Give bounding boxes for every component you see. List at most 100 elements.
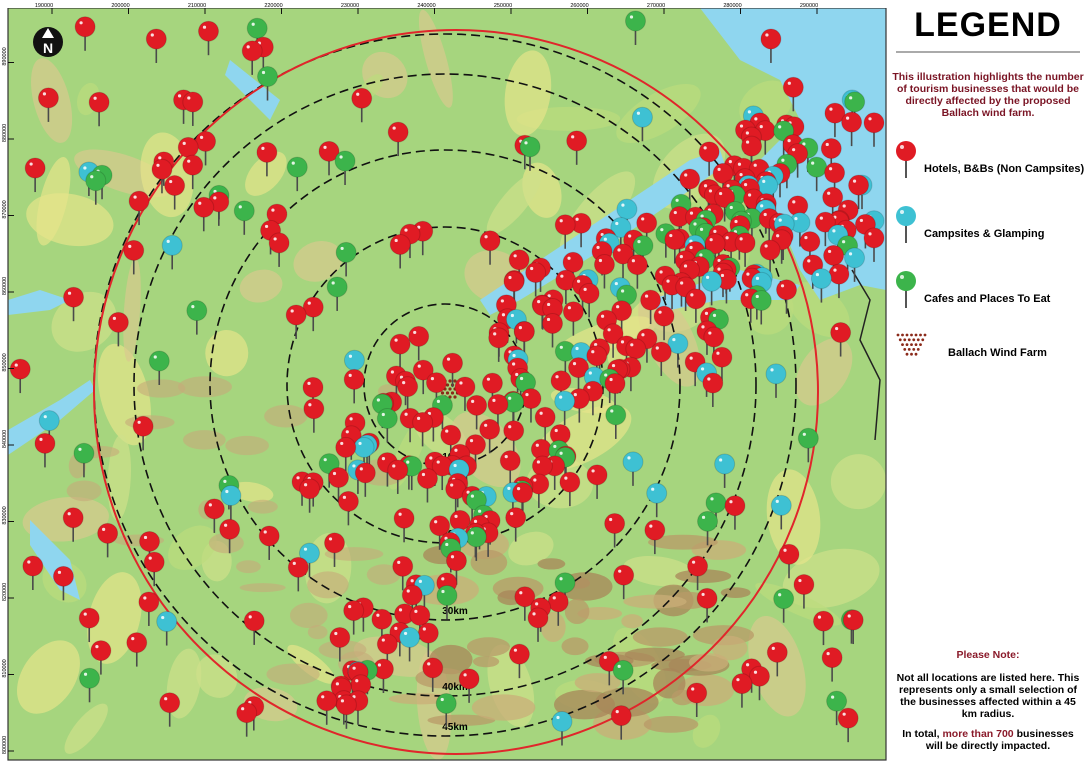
pin-cafe[interactable] — [624, 10, 646, 45]
pin-campsite[interactable] — [353, 436, 375, 472]
pin-hotel[interactable] — [143, 551, 165, 587]
pin-hotel[interactable] — [820, 137, 842, 173]
pin-hotel[interactable] — [408, 325, 430, 361]
pin-cafe[interactable] — [85, 170, 107, 205]
pin-hotel[interactable] — [431, 455, 453, 491]
pin-hotel[interactable] — [842, 609, 864, 645]
pin-hotel[interactable] — [442, 352, 464, 388]
pin-hotel[interactable] — [650, 341, 672, 376]
pin-hotel[interactable] — [604, 513, 626, 548]
pin-hotel[interactable] — [354, 462, 376, 497]
pin-hotel[interactable] — [640, 289, 662, 325]
pin-hotel[interactable] — [760, 28, 782, 63]
pin-hotel[interactable] — [610, 705, 632, 740]
pin-cafe[interactable] — [554, 340, 576, 376]
pin-cafe[interactable] — [797, 427, 819, 463]
pin-hotel[interactable] — [520, 388, 542, 423]
pin-hotel[interactable] — [479, 418, 501, 454]
pin-hotel[interactable] — [454, 376, 476, 411]
pin-hotel[interactable] — [299, 478, 321, 513]
pin-hotel[interactable] — [425, 372, 447, 407]
pin-hotel[interactable] — [372, 658, 394, 693]
pin-hotel[interactable] — [562, 251, 584, 287]
pin-hotel[interactable] — [412, 359, 434, 395]
pin-hotel[interactable] — [703, 326, 725, 362]
pin-hotel[interactable] — [776, 279, 798, 314]
pin-campsite[interactable] — [770, 494, 792, 530]
pin-cafe[interactable] — [73, 442, 95, 478]
pin-campsite[interactable] — [399, 626, 421, 662]
pin-hotel[interactable] — [268, 232, 290, 267]
pin-hotel[interactable] — [686, 682, 708, 717]
pin-campsite[interactable] — [616, 198, 638, 234]
pin-hotel[interactable] — [335, 436, 357, 472]
pin-hotel[interactable] — [318, 140, 340, 176]
pin-hotel[interactable] — [837, 707, 859, 743]
pin-campsite[interactable] — [789, 212, 811, 247]
pin-hotel[interactable] — [604, 373, 626, 408]
pin-hotel[interactable] — [63, 286, 85, 322]
pin-hotel[interactable] — [766, 641, 788, 677]
pin-hotel[interactable] — [203, 498, 225, 533]
pin-hotel[interactable] — [329, 626, 351, 662]
pin-hotel[interactable] — [389, 233, 411, 269]
pin-hotel[interactable] — [287, 556, 309, 592]
pin-hotel[interactable] — [324, 532, 346, 567]
pin-hotel[interactable] — [644, 519, 666, 555]
pin-hotel[interactable] — [392, 555, 414, 591]
pin-hotel[interactable] — [812, 610, 834, 646]
pin-hotel[interactable] — [547, 591, 569, 626]
pin-hotel[interactable] — [193, 196, 215, 232]
pin-hotel[interactable] — [527, 607, 549, 642]
pin-hotel[interactable] — [554, 214, 576, 249]
pin-campsite[interactable] — [765, 363, 787, 398]
pin-hotel[interactable] — [687, 555, 709, 591]
pin-hotel[interactable] — [343, 368, 365, 404]
pin-hotel[interactable] — [74, 16, 96, 51]
pin-hotel[interactable] — [613, 564, 635, 600]
pin-hotel[interactable] — [22, 555, 44, 591]
pin-campsite[interactable] — [554, 390, 576, 426]
pin-hotel[interactable] — [256, 141, 278, 177]
pin-hotel[interactable] — [711, 346, 733, 382]
pin-hotel[interactable] — [566, 130, 588, 165]
pin-hotel[interactable] — [793, 574, 815, 609]
pin-hotel[interactable] — [748, 665, 770, 701]
pin-hotel[interactable] — [578, 282, 600, 318]
pin-hotel[interactable] — [714, 187, 736, 222]
pin-campsite[interactable] — [646, 482, 668, 518]
pin-hotel[interactable] — [62, 507, 84, 542]
pin-campsite[interactable] — [220, 485, 242, 520]
pin-cafe[interactable] — [79, 667, 101, 703]
pin-hotel[interactable] — [219, 518, 241, 554]
pin-cafe[interactable] — [233, 200, 255, 235]
pin-hotel[interactable] — [568, 357, 590, 392]
pin-campsite[interactable] — [161, 234, 183, 270]
pin-hotel[interactable] — [466, 394, 488, 430]
pin-hotel[interactable] — [778, 543, 800, 579]
pin-hotel[interactable] — [412, 411, 434, 447]
pin-hotel[interactable] — [782, 76, 804, 112]
pin-hotel[interactable] — [508, 249, 530, 284]
pin-hotel[interactable] — [503, 420, 525, 455]
pin-cafe[interactable] — [334, 150, 356, 185]
pin-hotel[interactable] — [586, 464, 608, 499]
pin-hotel[interactable] — [389, 333, 411, 369]
pin-hotel[interactable] — [534, 406, 556, 442]
pin-hotel[interactable] — [416, 467, 438, 503]
pin-hotel[interactable] — [841, 111, 863, 147]
pin-hotel[interactable] — [814, 211, 836, 247]
pin-hotel[interactable] — [445, 478, 467, 514]
pin-hotel[interactable] — [731, 673, 753, 708]
pin-cafe[interactable] — [186, 300, 208, 335]
pin-hotel[interactable] — [612, 243, 634, 278]
pin-cafe[interactable] — [605, 404, 627, 439]
pin-hotel[interactable] — [182, 154, 204, 190]
pin-cafe[interactable] — [286, 156, 308, 192]
pin-hotel[interactable] — [132, 415, 154, 451]
pin-hotel[interactable] — [863, 227, 885, 262]
pin-campsite[interactable] — [631, 106, 653, 142]
pin-hotel[interactable] — [351, 87, 373, 123]
pin-hotel[interactable] — [508, 643, 530, 679]
pin-hotel[interactable] — [734, 232, 756, 267]
